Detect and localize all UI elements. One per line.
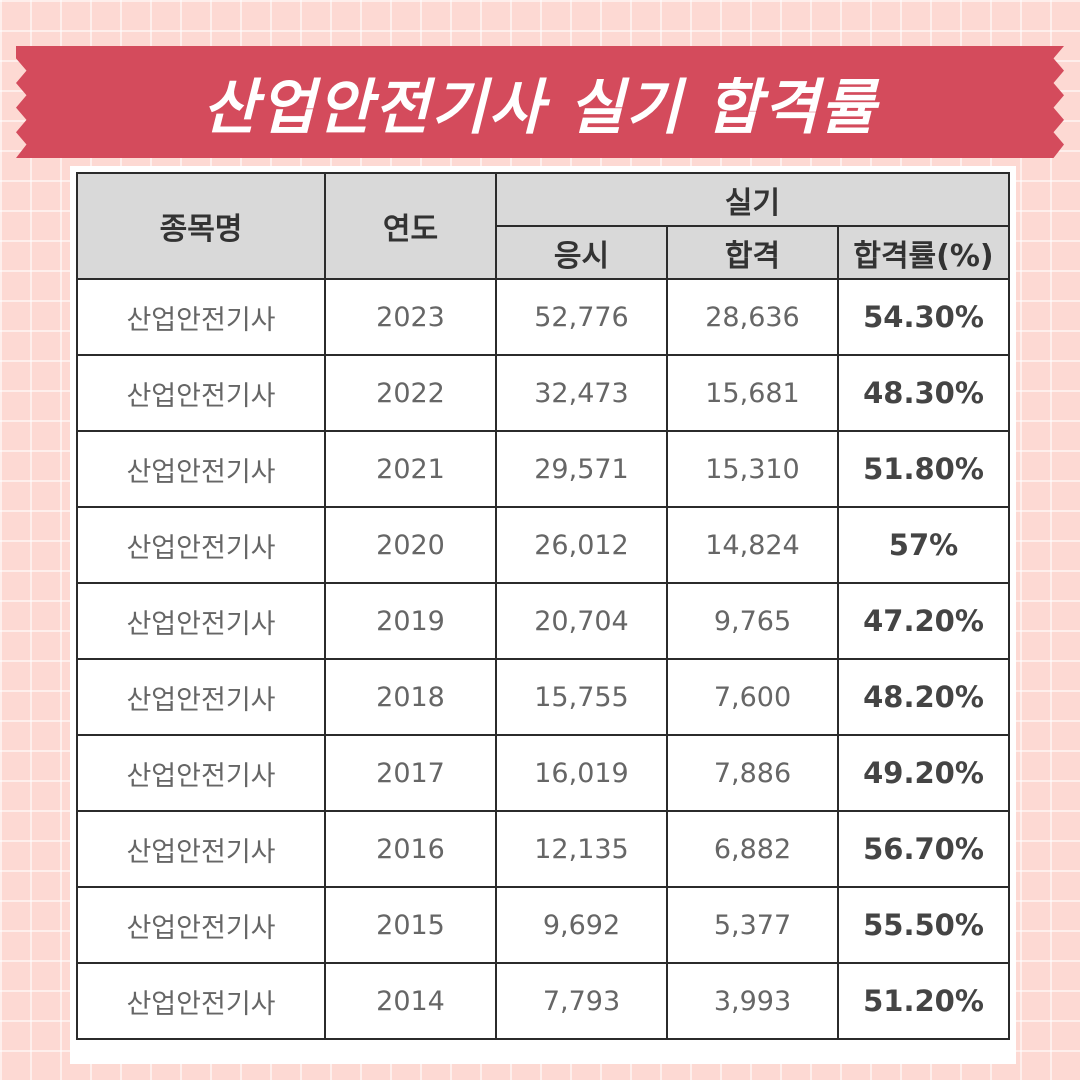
cell-applicants: 16,019 [495, 734, 668, 812]
cell-year: 2020 [324, 506, 497, 584]
table-card: 종목명 연도 실기 응시 합격 합격률(%) 산업안전기사 2023 52,77… [70, 166, 1016, 1064]
table-row: 산업안전기사 2016 12,135 6,882 56.70% [76, 810, 1011, 888]
cell-passed: 14,824 [666, 506, 839, 584]
cell-rate: 47.20% [836, 582, 1011, 660]
cell-rate: 49.20% [836, 734, 1011, 812]
table-row: 산업안전기사 2017 16,019 7,886 49.20% [76, 734, 1011, 812]
cell-passed: 5,377 [666, 886, 839, 964]
cell-applicants: 7,793 [495, 962, 668, 1040]
cell-year: 2022 [324, 354, 497, 432]
cell-applicants: 9,692 [495, 886, 668, 964]
header-year: 연도 [324, 172, 497, 280]
cell-rate: 51.80% [836, 430, 1011, 508]
header-rate: 합격률(%) [836, 225, 1011, 280]
table-row: 산업안전기사 2019 20,704 9,765 47.20% [76, 582, 1011, 660]
cell-applicants: 20,704 [495, 582, 668, 660]
header-name: 종목명 [76, 172, 326, 280]
cell-name: 산업안전기사 [76, 886, 326, 964]
cell-name: 산업안전기사 [76, 582, 326, 660]
table-row: 산업안전기사 2014 7,793 3,993 51.20% [76, 962, 1011, 1040]
cell-passed: 28,636 [666, 278, 839, 356]
page-title: 산업안전기사 실기 합격률 [202, 72, 878, 143]
cell-rate: 57% [836, 506, 1011, 584]
cell-passed: 3,993 [666, 962, 839, 1040]
table-row: 산업안전기사 2022 32,473 15,681 48.30% [76, 354, 1011, 432]
cell-name: 산업안전기사 [76, 278, 326, 356]
cell-passed: 7,600 [666, 658, 839, 736]
cell-passed: 15,681 [666, 354, 839, 432]
cell-year: 2017 [324, 734, 497, 812]
cell-applicants: 15,755 [495, 658, 668, 736]
header-passed: 합격 [666, 225, 839, 280]
cell-year: 2023 [324, 278, 497, 356]
cell-passed: 6,882 [666, 810, 839, 888]
cell-applicants: 29,571 [495, 430, 668, 508]
cell-applicants: 26,012 [495, 506, 668, 584]
cell-applicants: 32,473 [495, 354, 668, 432]
cell-name: 산업안전기사 [76, 506, 326, 584]
cell-applicants: 12,135 [495, 810, 668, 888]
cell-name: 산업안전기사 [76, 354, 326, 432]
cell-rate: 55.50% [836, 886, 1011, 964]
header-applicants: 응시 [495, 225, 668, 280]
cell-year: 2016 [324, 810, 497, 888]
table-row: 산업안전기사 2023 52,776 28,636 54.30% [76, 278, 1011, 356]
cell-rate: 48.30% [836, 354, 1011, 432]
cell-year: 2014 [324, 962, 497, 1040]
table-row: 산업안전기사 2015 9,692 5,377 55.50% [76, 886, 1011, 964]
cell-passed: 9,765 [666, 582, 839, 660]
cell-rate: 54.30% [836, 278, 1011, 356]
title-banner: 산업안전기사 실기 합격률 [16, 46, 1064, 158]
cell-applicants: 52,776 [495, 278, 668, 356]
cell-year: 2018 [324, 658, 497, 736]
cell-name: 산업안전기사 [76, 962, 326, 1040]
cell-name: 산업안전기사 [76, 810, 326, 888]
table-row: 산업안전기사 2018 15,755 7,600 48.20% [76, 658, 1011, 736]
cell-rate: 48.20% [836, 658, 1011, 736]
cell-year: 2015 [324, 886, 497, 964]
cell-rate: 56.70% [836, 810, 1011, 888]
header-practical-group: 실기 [494, 172, 1011, 227]
table-row: 산업안전기사 2020 26,012 14,824 57% [76, 506, 1011, 584]
cell-passed: 7,886 [666, 734, 839, 812]
cell-year: 2021 [324, 430, 497, 508]
pass-rate-table: 종목명 연도 실기 응시 합격 합격률(%) 산업안전기사 2023 52,77… [76, 172, 1011, 1040]
cell-year: 2019 [324, 582, 497, 660]
cell-rate: 51.20% [836, 962, 1011, 1040]
cell-name: 산업안전기사 [76, 658, 326, 736]
cell-name: 산업안전기사 [76, 430, 326, 508]
cell-name: 산업안전기사 [76, 734, 326, 812]
table-row: 산업안전기사 2021 29,571 15,310 51.80% [76, 430, 1011, 508]
cell-passed: 15,310 [666, 430, 839, 508]
